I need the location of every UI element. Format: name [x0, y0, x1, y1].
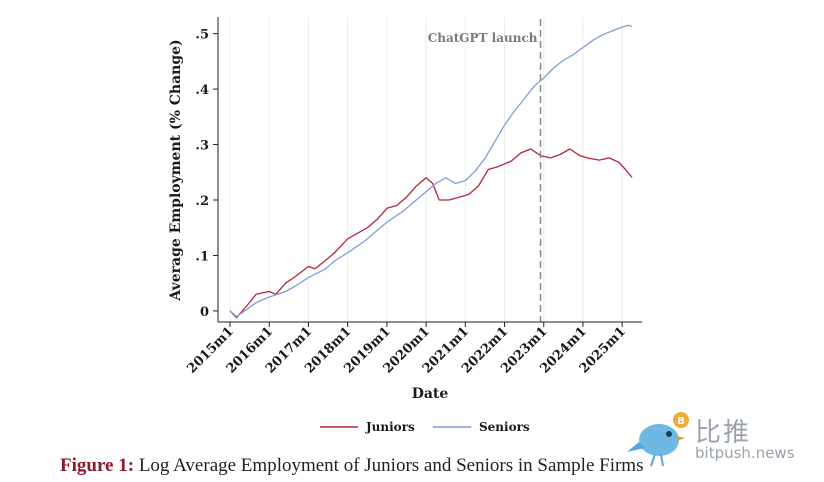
annotation-layer: ChatGPT launch [428, 19, 542, 322]
legend-label-juniors: Juniors [365, 420, 415, 434]
watermark: B 比推 bitpush.news [625, 408, 815, 468]
x-axis-title: Date [412, 386, 449, 402]
series-line-juniors [229, 148, 633, 319]
chart: ChatGPT launch 0.1.2.3.4.52015m12016m120… [168, 17, 642, 434]
legend: Juniors Seniors [320, 420, 530, 434]
svg-text:B: B [677, 416, 685, 427]
y-tick-label: .1 [195, 249, 209, 264]
watermark-cn-text: 比推 [695, 418, 752, 448]
y-tick-label: .3 [195, 139, 209, 154]
grid [229, 17, 623, 322]
figure-label: Figure 1: [60, 455, 135, 476]
figure-caption: Figure 1: Log Average Employment of Juni… [60, 455, 780, 477]
y-tick-label: .2 [195, 194, 209, 209]
watermark-en-text: bitpush.news [695, 444, 795, 462]
series-layer [229, 24, 633, 319]
series-line-seniors [229, 24, 633, 318]
legend-label-seniors: Seniors [479, 420, 530, 434]
y-tick-label: 0 [200, 305, 209, 320]
y-axis-title: Average Employment (% Change) [168, 39, 184, 301]
y-tick-label: .4 [195, 83, 209, 98]
bird-logo-icon: B [627, 412, 689, 467]
figure-caption-text: Log Average Employment of Juniors and Se… [134, 455, 644, 476]
chatgpt-launch-label: ChatGPT launch [428, 31, 538, 45]
y-tick-label: .5 [195, 28, 209, 43]
